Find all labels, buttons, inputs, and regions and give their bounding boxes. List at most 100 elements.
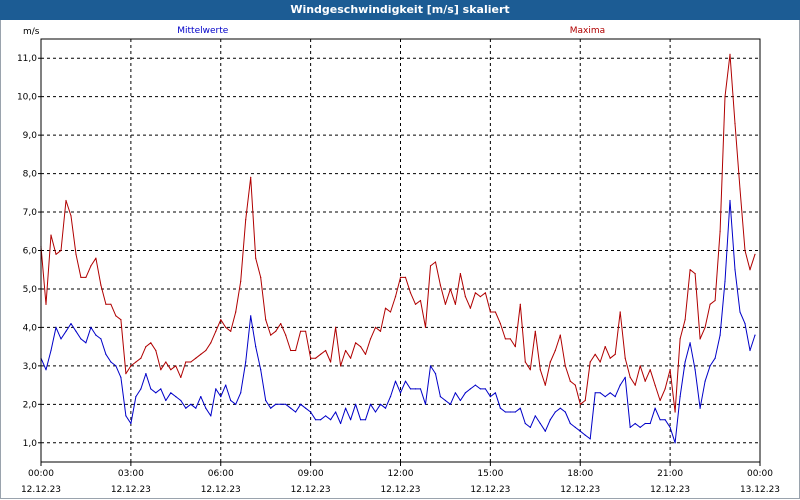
data-point	[659, 419, 661, 421]
data-point	[554, 411, 556, 413]
data-point	[190, 361, 192, 363]
data-point	[389, 396, 392, 398]
data-point	[544, 430, 546, 432]
data-point	[185, 361, 187, 363]
data-point	[85, 276, 87, 278]
data-point	[399, 392, 402, 394]
data-point	[444, 399, 446, 402]
data-point	[345, 349, 347, 352]
data-point	[414, 388, 417, 390]
data-point	[80, 338, 82, 340]
data-point	[479, 388, 481, 390]
series-maxima	[40, 53, 756, 413]
data-point	[225, 384, 227, 386]
data-point	[609, 357, 611, 359]
data-point	[534, 330, 536, 332]
data-point	[45, 369, 47, 371]
data-point	[225, 326, 227, 328]
data-point	[644, 422, 646, 425]
data-point	[679, 396, 681, 398]
data-point	[95, 334, 97, 336]
series-line-mittelwerte	[40, 200, 756, 444]
data-point	[624, 376, 626, 378]
series-lines	[40, 53, 756, 444]
data-point	[709, 303, 711, 305]
data-point	[320, 419, 322, 421]
y-tick-label: 4,0	[23, 323, 38, 333]
y-tick-label: 1,0	[23, 439, 38, 449]
data-point	[564, 411, 566, 413]
data-point	[200, 396, 202, 398]
data-point	[669, 369, 671, 371]
data-point	[330, 361, 332, 363]
data-point	[724, 96, 726, 98]
data-point	[549, 419, 551, 421]
data-point	[280, 403, 282, 405]
data-point	[135, 361, 137, 363]
data-point	[459, 273, 461, 275]
data-point	[115, 315, 117, 317]
data-point	[409, 388, 412, 390]
data-point	[729, 199, 731, 202]
data-point	[120, 376, 122, 378]
data-point	[724, 280, 726, 282]
data-point	[474, 292, 476, 294]
data-point	[205, 407, 207, 409]
y-tick-label: 11,0	[17, 54, 37, 64]
data-point	[619, 384, 621, 386]
data-point	[704, 326, 706, 328]
data-point	[265, 319, 267, 321]
data-point	[130, 365, 132, 367]
data-point	[594, 353, 596, 355]
data-point	[125, 373, 127, 375]
data-point	[524, 422, 526, 425]
data-point	[519, 303, 521, 305]
data-point	[524, 361, 526, 363]
data-point	[454, 392, 456, 394]
data-point	[584, 399, 586, 402]
data-point	[569, 422, 571, 425]
data-point	[619, 311, 621, 313]
data-point	[325, 349, 327, 352]
data-point	[215, 330, 217, 332]
data-point	[230, 399, 232, 402]
data-point	[100, 284, 102, 286]
data-point	[265, 399, 267, 402]
data-point	[45, 303, 47, 305]
data-point	[664, 419, 666, 421]
data-point	[150, 342, 152, 344]
data-point	[320, 353, 322, 355]
y-tick-label: 5,0	[23, 285, 38, 295]
x-tick-date-label: 12.12.23	[291, 485, 331, 495]
data-point	[180, 376, 182, 378]
y-tick-label: 3,0	[23, 362, 38, 372]
chart-frame: 1,0 2,0 3,0 4,0 5,0 6,0 7,0 8,0 9,0 10,0 11,0 00:00…	[0, 20, 800, 499]
x-tick-time-label: 15:00	[477, 469, 503, 479]
data-point	[534, 415, 536, 417]
data-point	[609, 392, 611, 394]
labels: 1,0 2,0 3,0 4,0 5,0 6,0 7,0 8,0 9,0 10,0 11,0 00:00…	[17, 26, 780, 495]
data-point	[330, 419, 332, 421]
data-point	[674, 442, 676, 444]
data-point	[519, 407, 521, 409]
data-point	[574, 426, 576, 428]
data-point	[305, 407, 307, 409]
data-point	[75, 253, 77, 255]
data-point	[499, 323, 501, 325]
data-point	[679, 338, 681, 340]
data-point	[694, 273, 696, 275]
data-point	[684, 361, 686, 363]
data-point	[484, 292, 486, 294]
series-mittelwerte	[40, 199, 756, 444]
data-point	[634, 384, 636, 386]
data-point	[414, 303, 417, 305]
data-point	[374, 326, 377, 328]
data-point	[489, 396, 491, 398]
data-point	[529, 426, 531, 428]
data-point	[584, 434, 586, 436]
data-point	[195, 407, 197, 409]
data-point	[694, 369, 696, 371]
data-point	[509, 338, 511, 340]
data-point	[664, 388, 666, 390]
data-point	[255, 346, 257, 348]
